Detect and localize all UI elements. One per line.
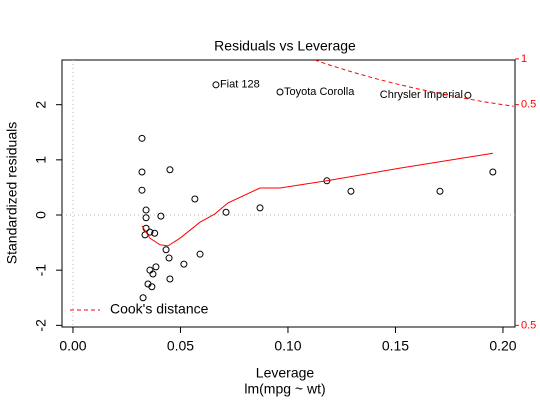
point bbox=[139, 294, 147, 302]
point bbox=[256, 204, 264, 212]
point bbox=[191, 195, 199, 203]
smooth-line bbox=[141, 152, 493, 247]
y2-tick-label: 0.5 bbox=[521, 319, 536, 331]
point bbox=[138, 168, 146, 176]
plot-frame bbox=[61, 59, 516, 328]
point bbox=[138, 134, 146, 142]
point bbox=[142, 206, 150, 214]
legend-label: Cook's distance bbox=[110, 301, 209, 317]
point bbox=[166, 275, 174, 283]
point bbox=[162, 246, 170, 254]
point bbox=[222, 208, 230, 216]
point bbox=[464, 91, 472, 99]
y-tick-label: 0 bbox=[33, 211, 49, 219]
y-tick-label: -2 bbox=[33, 319, 49, 332]
point bbox=[157, 212, 165, 220]
point bbox=[142, 214, 150, 222]
point-label: Fiat 128 bbox=[220, 79, 260, 91]
point bbox=[138, 186, 146, 194]
subtitle: lm(mpg ~ wt) bbox=[244, 381, 325, 397]
point bbox=[165, 254, 173, 262]
y2-tick-label: 1 bbox=[521, 53, 527, 65]
point bbox=[166, 166, 174, 174]
point bbox=[148, 283, 156, 291]
x-tick-label: 0.10 bbox=[274, 338, 301, 354]
point bbox=[347, 187, 355, 195]
point bbox=[276, 88, 284, 96]
point-label: Toyota Corolla bbox=[284, 86, 355, 98]
chart-title: Residuals vs Leverage bbox=[214, 38, 356, 54]
point bbox=[149, 270, 157, 278]
point-label: Chrysler Imperial bbox=[380, 89, 463, 101]
point bbox=[151, 229, 159, 237]
point bbox=[196, 250, 204, 258]
point bbox=[180, 260, 188, 268]
point bbox=[212, 81, 220, 89]
x-tick-label: 0.15 bbox=[382, 338, 409, 354]
point bbox=[146, 228, 154, 236]
y-tick-label: 1 bbox=[33, 156, 49, 164]
x-tick-label: 0.20 bbox=[489, 338, 516, 354]
point bbox=[152, 263, 160, 271]
x-axis-label: Leverage bbox=[256, 365, 315, 381]
point bbox=[436, 187, 444, 195]
point bbox=[489, 168, 497, 176]
x-tick-label: 0.00 bbox=[59, 338, 86, 354]
y2-tick-label: 0.5 bbox=[521, 99, 536, 111]
y-axis-label: Standardized residuals bbox=[4, 122, 20, 264]
y-tick-label: 2 bbox=[33, 101, 49, 109]
x-tick-label: 0.05 bbox=[167, 338, 194, 354]
cooks-distance-line bbox=[314, 60, 514, 107]
y-tick-label: -1 bbox=[33, 264, 49, 277]
